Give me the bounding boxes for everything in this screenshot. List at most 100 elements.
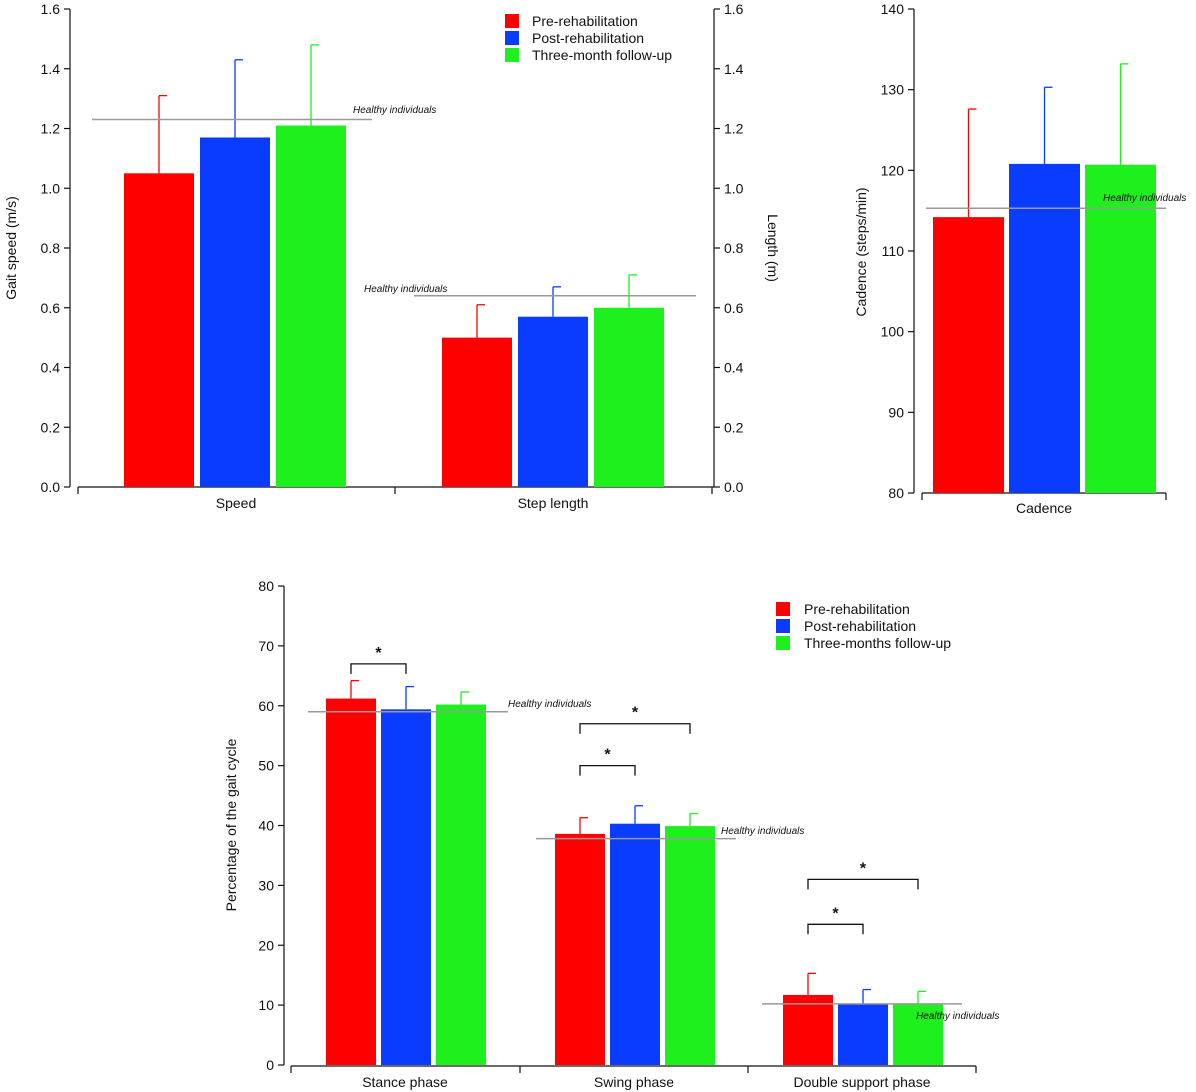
bar-post-1 (610, 823, 660, 1065)
healthy-label-swing: Healthy individuals (721, 826, 804, 837)
bar-pre-1 (555, 833, 605, 1065)
legend-label-followup: Three-month follow-up (532, 47, 672, 63)
bar-post-0 (200, 137, 270, 487)
healthy-label-step-length: Healthy individuals (364, 284, 447, 295)
legend-swatch-pre (505, 14, 519, 28)
legend2-swatch-followup (776, 636, 790, 650)
c3-y-tick-label: 80 (258, 578, 274, 594)
cadence-bars (933, 63, 1156, 494)
c1-y-tick-label: 0.8 (724, 240, 744, 256)
legend2-label-followup: Three-months follow-up (804, 635, 951, 651)
bar-followup-0 (1085, 164, 1156, 494)
legend-swatch-followup (505, 48, 519, 62)
gait-cycle-healthy-lines (308, 710, 962, 1005)
legend2-label-post: Post-rehabilitation (804, 618, 916, 634)
significance-bracket-3 (807, 923, 864, 935)
significance-star-1: * (604, 747, 611, 764)
y-axis-label-left: Gait speed (m/s) (3, 196, 19, 299)
c1-y-tick-label: 1.4 (724, 61, 744, 77)
bar-followup-2 (893, 1004, 943, 1065)
c1-y-tick-label: 0.2 (724, 419, 744, 435)
category-label-step-length: Step length (518, 495, 589, 511)
healthy-label-speed: Healthy individuals (353, 105, 436, 116)
category-label-swing: Swing phase (594, 1074, 674, 1090)
legend2-swatch-pre (776, 602, 790, 616)
c1-y-tick-label: 0.4 (724, 360, 744, 376)
c3-y-tick-label: 20 (258, 937, 274, 953)
bar-post-2 (838, 1004, 888, 1065)
gait-cycle-significance: * * * * * (350, 645, 919, 935)
c2-y-tick-label: 90 (888, 404, 904, 420)
category-label-double-support: Double support phase (794, 1074, 931, 1090)
c1-y-tick-label: 0.6 (41, 300, 61, 316)
c3-y-tick-label: 0 (266, 1057, 274, 1073)
bar-pre-2 (783, 994, 833, 1065)
speed-step-axes: 0.0 0.2 0.4 0.6 0.8 1.0 1.2 1.4 1.6 0.0 0.2 0.4 0.6 0… (41, 1, 744, 495)
legend-bottom: Pre-rehabilitation Post-rehabilitation T… (776, 601, 951, 651)
gait-cycle-chart: 0 10 20 30 40 50 60 70 80 * * * * * Healthy individu… (223, 578, 999, 1090)
category-label-stance: Stance phase (362, 1074, 448, 1090)
c3-y-tick-label: 60 (258, 698, 274, 714)
significance-star-0: * (375, 645, 382, 662)
c2-y-tick-label: 140 (881, 1, 905, 17)
y-axis-label-gait-cycle: Percentage of the gait cycle (223, 738, 239, 911)
speed-step-healthy-lines (92, 118, 696, 297)
significance-bracket-1 (579, 764, 636, 776)
bar-post-1 (518, 316, 588, 487)
significance-bracket-2 (579, 723, 691, 734)
c1-y-tick-label: 1.6 (724, 1, 744, 17)
c3-y-tick-label: 10 (258, 997, 274, 1013)
bar-pre-0 (933, 217, 1004, 493)
c1-y-tick-label: 1.2 (41, 121, 61, 137)
bar-followup-0 (436, 704, 486, 1065)
c2-y-tick-label: 80 (888, 485, 904, 501)
bar-pre-0 (124, 173, 194, 487)
c3-y-tick-label: 40 (258, 818, 274, 834)
gait-cycle-axes: 0 10 20 30 40 50 60 70 80 (258, 578, 977, 1073)
healthy-label-double-support: Healthy individuals (916, 1011, 999, 1022)
c1-y-tick-label: 1.2 (724, 121, 744, 137)
c3-y-tick-label: 30 (258, 877, 274, 893)
legend2-label-pre: Pre-rehabilitation (804, 601, 910, 617)
bar-followup-1 (665, 826, 715, 1065)
bar-followup-0 (276, 125, 346, 487)
legend-top: Pre-rehabilitation Post-rehabilitation T… (505, 13, 672, 63)
c2-y-tick-label: 110 (882, 243, 905, 259)
bar-followup-1 (594, 307, 664, 487)
legend-label-post: Post-rehabilitation (532, 30, 644, 46)
c1-y-tick-label: 0.2 (41, 419, 61, 435)
c1-y-tick-label: 0.8 (41, 240, 61, 256)
legend-label-pre: Pre-rehabilitation (532, 13, 638, 29)
significance-star-2: * (632, 705, 639, 722)
bar-post-0 (1009, 163, 1080, 493)
c2-y-tick-label: 120 (881, 162, 905, 178)
c3-y-tick-label: 50 (258, 758, 274, 774)
bar-post-0 (381, 709, 431, 1065)
legend2-swatch-post (776, 619, 790, 633)
speed-step-chart: 0.0 0.2 0.4 0.6 0.8 1.0 1.2 1.4 1.6 0.0 0.2 0.4 0.6 0… (3, 1, 781, 511)
c1-y-tick-label: 0.0 (41, 479, 61, 495)
category-label-cadence: Cadence (1016, 500, 1072, 516)
healthy-label-cadence: Healthy individuals (1103, 193, 1186, 204)
significance-bracket-4 (807, 878, 919, 890)
c2-y-tick-label: 130 (881, 82, 905, 98)
significance-star-4: * (860, 860, 867, 877)
c1-y-tick-label: 1.6 (41, 1, 61, 17)
y-axis-label-cadence: Cadence (steps/min) (853, 187, 869, 316)
category-label-speed: Speed (216, 495, 256, 511)
c1-y-tick-label: 0.6 (724, 300, 744, 316)
y-axis-label-right: Length (m) (765, 214, 781, 282)
c1-y-tick-label: 1.4 (41, 61, 61, 77)
c1-y-tick-label: 1.0 (724, 180, 744, 196)
gait-cycle-bars (326, 679, 943, 1065)
c2-y-tick-label: 100 (881, 324, 905, 340)
significance-bracket-0 (350, 663, 407, 674)
legend-swatch-post (505, 31, 519, 45)
healthy-label-stance: Healthy individuals (508, 699, 591, 710)
c1-y-tick-label: 0.4 (41, 360, 61, 376)
c1-y-tick-label: 1.0 (41, 180, 61, 196)
bar-pre-1 (442, 337, 512, 487)
c3-y-tick-label: 70 (258, 638, 274, 654)
